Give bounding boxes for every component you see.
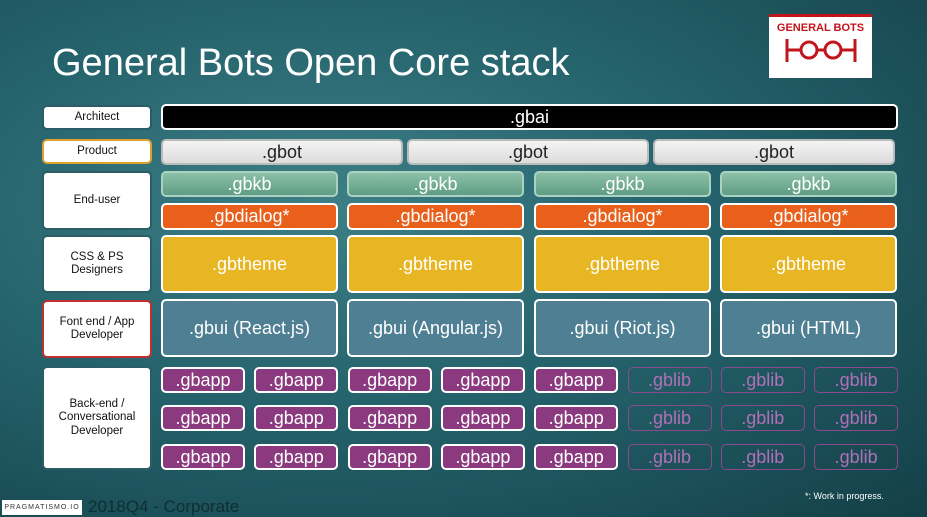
note: *: Work in progress. bbox=[805, 491, 884, 501]
package-gbapp: .gbapp bbox=[254, 444, 339, 470]
package-gblib: .gblib bbox=[720, 405, 805, 431]
package-gbapp: .gbapp bbox=[347, 444, 432, 470]
package-gbapp: .gbapp bbox=[347, 405, 432, 431]
package-gbkb: .gbkb bbox=[161, 171, 338, 197]
package-gblib: .gblib bbox=[627, 367, 712, 393]
role-label: CSS & PS Designers bbox=[42, 235, 152, 293]
package-gbui: .gbui (HTML) bbox=[720, 299, 897, 357]
package-gbtheme: .gbtheme bbox=[347, 235, 524, 293]
package-gbapp: .gbapp bbox=[534, 405, 619, 431]
package-gblib: .gblib bbox=[814, 444, 899, 470]
role-label: End-user bbox=[42, 171, 152, 230]
package-gbdialog: .gbdialog* bbox=[347, 203, 524, 230]
package-gbkb: .gbkb bbox=[720, 171, 897, 197]
package-gblib: .gblib bbox=[720, 444, 805, 470]
package-gbtheme: .gbtheme bbox=[161, 235, 338, 293]
package-gbapp: .gbapp bbox=[161, 405, 245, 431]
package-gbapp: .gbapp bbox=[161, 367, 245, 393]
package-gbtheme: .gbtheme bbox=[720, 235, 897, 293]
package-gbapp: .gbapp bbox=[534, 367, 619, 393]
package-gbui: .gbui (Angular.js) bbox=[347, 299, 524, 357]
slide-title: General Bots Open Core stack bbox=[52, 41, 570, 84]
package-gbapp: .gbapp bbox=[347, 367, 432, 393]
logo: GENERAL BOTS bbox=[769, 14, 872, 78]
logo-text: GENERAL BOTS bbox=[776, 22, 865, 34]
package-gblib: .gblib bbox=[627, 444, 712, 470]
package-gbui: .gbui (Riot.js) bbox=[534, 299, 711, 357]
package-gbapp: .gbapp bbox=[254, 405, 339, 431]
package-gbapp: .gbapp bbox=[254, 367, 339, 393]
brand: PRAGMATISMO.IO bbox=[2, 500, 82, 515]
package-gbkb: .gbkb bbox=[347, 171, 524, 197]
role-label: Font end / App Developer bbox=[42, 300, 152, 358]
package-gbdialog: .gbdialog* bbox=[534, 203, 711, 230]
package-gbapp: .gbapp bbox=[440, 444, 525, 470]
package-gbdialog: .gbdialog* bbox=[161, 203, 338, 230]
period: 2018Q4 - Corporate bbox=[88, 497, 240, 516]
package-gblib: .gblib bbox=[627, 405, 712, 431]
package-gbapp: .gbapp bbox=[161, 444, 245, 470]
package-gblib: .gblib bbox=[814, 367, 899, 393]
package-gbapp: .gbapp bbox=[534, 444, 619, 470]
logo-gears bbox=[785, 39, 856, 62]
package-gbot: .gbot bbox=[161, 139, 403, 165]
package-gbot: .gbot bbox=[653, 139, 895, 165]
role-label: Architect bbox=[42, 105, 152, 130]
package-gbapp: .gbapp bbox=[440, 367, 525, 393]
role-label: Back-end / Conversational Developer bbox=[42, 366, 152, 470]
package-gbui: .gbui (React.js) bbox=[161, 299, 338, 357]
package-gbai: .gbai bbox=[161, 104, 898, 130]
role-label: Product bbox=[42, 139, 152, 164]
package-gblib: .gblib bbox=[720, 367, 805, 393]
package-gbdialog: .gbdialog* bbox=[720, 203, 897, 230]
package-gbapp: .gbapp bbox=[440, 405, 525, 431]
package-gbot: .gbot bbox=[407, 139, 649, 165]
package-gbkb: .gbkb bbox=[534, 171, 711, 197]
package-gbtheme: .gbtheme bbox=[534, 235, 711, 293]
package-gblib: .gblib bbox=[814, 405, 899, 431]
